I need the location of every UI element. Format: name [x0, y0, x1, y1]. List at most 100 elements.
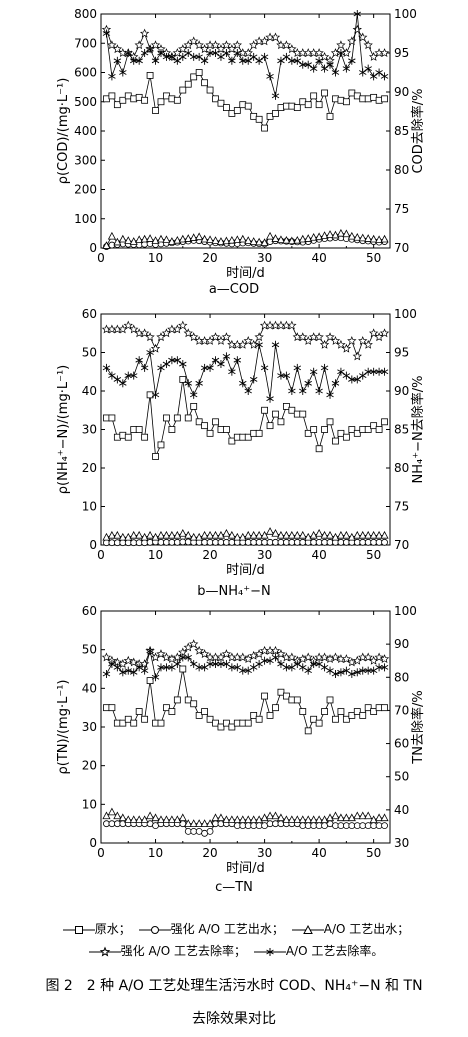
- tn-point-square: [201, 708, 209, 715]
- tn-point-triangle: [304, 815, 313, 824]
- cod-point-square: [141, 96, 149, 104]
- legend-item-enhanced-removal: 强化 A/O 工艺去除率；: [88, 944, 246, 958]
- tn-point-asterisk: [184, 653, 192, 662]
- nh4-point-star: [347, 336, 357, 345]
- legend: 原水； 强化 A/O 工艺出水； A/O 工艺出水； 强化 A/O 工艺去除率；…: [18, 918, 458, 962]
- tn-point-triangle: [167, 815, 176, 824]
- nh4-point-square: [353, 429, 361, 437]
- cod-point-triangle: [189, 233, 198, 241]
- nh4-point-star: [341, 343, 352, 353]
- nh4-point-square: [141, 433, 149, 441]
- tn-series-1: [103, 820, 388, 837]
- tn-point-square: [359, 712, 367, 719]
- nh4-point-star: [243, 336, 253, 345]
- tn-point-star: [221, 649, 232, 659]
- nh4-point-asterisk: [233, 356, 242, 365]
- nh4-point-square: [223, 426, 230, 433]
- cod-point-star: [189, 36, 199, 46]
- tn-point-square: [217, 723, 225, 731]
- nh4-point-star: [139, 328, 150, 338]
- tn-point-star: [156, 649, 166, 659]
- cod-point-asterisk: [320, 64, 329, 73]
- cod-point-asterisk: [315, 56, 323, 65]
- tn-point-triangle: [353, 811, 362, 820]
- tn-point-triangle: [227, 815, 236, 824]
- cod-point-star: [287, 44, 297, 54]
- nh4-point-asterisk: [282, 371, 291, 380]
- nh4-y2tick-label: 90: [394, 384, 409, 398]
- tn-point-square: [370, 708, 378, 715]
- cod-point-triangle: [271, 234, 280, 242]
- nh4-point-star: [319, 339, 330, 349]
- nh4-point-asterisk: [140, 363, 149, 372]
- tn-point-triangle: [113, 811, 122, 820]
- tn-point-triangle: [244, 815, 253, 824]
- tn-point-asterisk: [124, 666, 132, 675]
- tn-point-square: [304, 727, 312, 735]
- tn-point-triangle: [151, 813, 160, 822]
- nh4-point-asterisk: [151, 390, 160, 399]
- cod-point-triangle: [216, 237, 226, 245]
- tn-point-square: [146, 677, 154, 684]
- cod-point-star: [341, 48, 352, 57]
- nh4-point-triangle: [364, 530, 373, 539]
- nh4-point-triangle: [375, 530, 384, 539]
- tn-point-asterisk: [255, 660, 263, 669]
- cod-point-triangle: [222, 236, 231, 245]
- cod-point-triangle: [244, 236, 253, 244]
- nh4-point-triangle: [369, 530, 378, 539]
- tn-point-square: [173, 696, 181, 704]
- nh4-point-triangle: [293, 530, 302, 539]
- nh4-ytick-label: 40: [82, 384, 97, 398]
- cod-point-triangle: [265, 231, 275, 240]
- cod-point-triangle: [124, 236, 133, 244]
- cod-point-square: [113, 101, 121, 109]
- tn-point-square: [353, 708, 361, 715]
- cod-point-asterisk: [266, 72, 274, 81]
- cod-point-star: [150, 40, 161, 50]
- tn-point-asterisk: [129, 668, 138, 677]
- tn-point-square: [250, 712, 258, 719]
- nh4-point-asterisk: [380, 367, 389, 376]
- tn-point-square: [342, 715, 350, 723]
- tn-y2tick-label: 80: [394, 670, 409, 684]
- cod-point-asterisk: [157, 49, 165, 57]
- cod-ytick-label: 600: [74, 66, 97, 80]
- cod-point-square: [119, 96, 127, 104]
- cod-point-asterisk: [342, 64, 351, 73]
- tn-ylabel: ρ(TN)/(mg·L⁻¹): [56, 680, 71, 775]
- cod-point-star: [314, 48, 324, 57]
- tn-y2tick-label: 30: [394, 836, 409, 850]
- nh4-point-square: [157, 441, 165, 449]
- cod-point-triangle: [276, 235, 286, 244]
- nh4-point-square: [173, 414, 181, 422]
- tn-point-triangle: [102, 811, 111, 820]
- nh4-point-triangle: [255, 530, 264, 539]
- tn-point-asterisk: [304, 666, 312, 675]
- nh4-point-square: [206, 429, 214, 437]
- tn-point-triangle: [233, 815, 242, 824]
- tn-point-asterisk: [331, 669, 340, 678]
- nh4-ytick-label: 0: [89, 538, 97, 552]
- tn-point-asterisk: [151, 673, 160, 682]
- cod-point-triangle: [146, 234, 155, 242]
- tn-xtick-label: 30: [257, 846, 272, 860]
- cod-point-asterisk: [359, 68, 367, 77]
- tn-point-square: [124, 715, 132, 723]
- tn-point-star: [363, 652, 373, 662]
- nh4-point-triangle: [287, 530, 296, 539]
- nh4-point-square: [195, 418, 203, 426]
- nh4-point-asterisk: [353, 375, 362, 384]
- tn-point-asterisk: [102, 669, 111, 678]
- legend-square-icon: [62, 925, 95, 934]
- cod-point-star: [183, 40, 193, 50]
- nh4-point-triangle: [265, 527, 275, 535]
- cod-series-line: [106, 13, 385, 97]
- tn-ytick-label: 40: [82, 681, 97, 695]
- cod-point-triangle: [167, 237, 176, 245]
- tn-point-asterisk: [348, 669, 356, 678]
- cod-point-asterisk: [140, 49, 149, 57]
- tn-point-square: [332, 715, 339, 723]
- nh4-y2tick-label: 100: [394, 307, 417, 321]
- nh4-point-triangle: [233, 532, 242, 541]
